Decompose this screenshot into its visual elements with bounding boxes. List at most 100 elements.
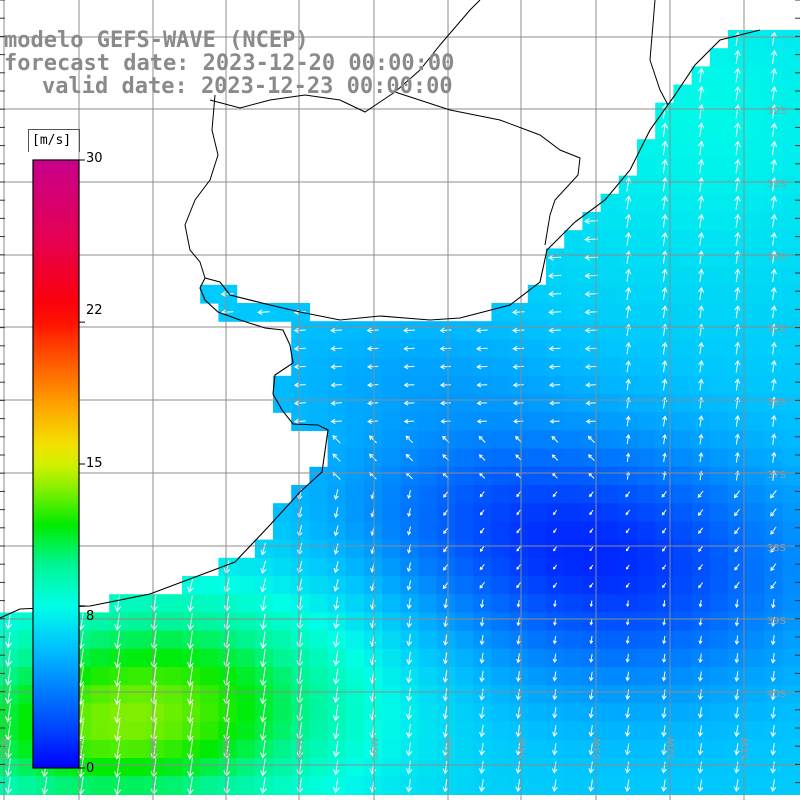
wind-cell xyxy=(127,776,147,795)
wind-cell xyxy=(746,212,765,231)
lat-label: 35S xyxy=(767,324,786,335)
wind-arrow xyxy=(734,563,740,571)
wind-arrow xyxy=(770,195,777,210)
wind-cell xyxy=(782,594,800,613)
colorbar-tick-15: 15 xyxy=(86,456,103,471)
wind-arrow xyxy=(5,739,12,759)
wind-arrow xyxy=(698,635,703,645)
wind-cell xyxy=(709,157,729,177)
wind-cell xyxy=(673,594,693,613)
wind-cell xyxy=(600,612,620,632)
wind-cell xyxy=(673,466,693,486)
wind-arrow xyxy=(589,564,594,570)
wind-cell xyxy=(564,739,583,759)
wind-arrow xyxy=(734,122,741,137)
wind-arrow xyxy=(697,213,705,228)
wind-arrow xyxy=(662,600,666,608)
wind-cell xyxy=(91,648,110,668)
wind-arrow xyxy=(407,489,412,500)
wind-arrow xyxy=(770,581,777,590)
wind-cell xyxy=(637,321,656,340)
wind-arrow xyxy=(551,779,558,793)
wind-cell xyxy=(600,521,620,541)
wind-arrow xyxy=(332,668,340,685)
wind-cell xyxy=(527,485,547,504)
wind-arrow xyxy=(697,761,704,774)
wind-arrow xyxy=(553,546,557,552)
wind-cell xyxy=(236,667,256,686)
wind-arrow xyxy=(584,309,598,316)
wind-arrow xyxy=(442,670,449,683)
wind-arrow xyxy=(478,454,486,461)
wind-arrow xyxy=(734,305,741,319)
wind-arrow xyxy=(403,345,415,352)
wind-cell xyxy=(455,630,474,650)
wind-arrow xyxy=(293,364,306,370)
wind-cell xyxy=(637,157,656,177)
wind-arrow xyxy=(548,272,562,279)
wind-cell xyxy=(600,685,620,704)
wind-arrow xyxy=(734,451,740,463)
wind-arrow xyxy=(475,327,488,334)
wind-arrow xyxy=(333,507,339,519)
wind-cell xyxy=(127,758,147,777)
wind-cell xyxy=(345,503,365,522)
wind-arrow xyxy=(625,582,630,588)
wind-cell xyxy=(18,648,37,668)
wind-arrow xyxy=(548,345,561,352)
wind-cell xyxy=(782,212,800,231)
wind-cell xyxy=(491,648,511,668)
wind-cell xyxy=(455,485,474,504)
wind-cell xyxy=(673,648,693,668)
wind-arrow xyxy=(734,433,740,445)
wind-cell xyxy=(309,357,329,377)
wind-arrow xyxy=(662,546,667,552)
wind-arrow xyxy=(697,231,705,246)
wind-cell xyxy=(491,685,511,704)
wind-arrow xyxy=(186,702,194,724)
wind-cell xyxy=(673,375,693,395)
wind-arrow xyxy=(625,378,631,391)
wind-cell xyxy=(127,612,147,632)
wind-cell xyxy=(491,521,511,541)
wind-arrow xyxy=(698,433,704,445)
wind-cell xyxy=(345,339,365,359)
wind-cell xyxy=(600,339,620,359)
wind-arrow xyxy=(366,327,379,334)
wind-arrows xyxy=(5,31,778,796)
wind-cell xyxy=(637,703,656,723)
wind-arrow xyxy=(515,761,522,774)
wind-cell xyxy=(746,394,765,413)
wind-arrow xyxy=(697,490,704,498)
wind-arrow xyxy=(330,418,343,425)
lon-label: 61W xyxy=(0,737,11,760)
wind-arrow xyxy=(332,453,341,462)
wind-arrow xyxy=(589,582,594,588)
wind-cell xyxy=(527,594,547,613)
wind-arrow xyxy=(625,286,632,300)
wind-arrow xyxy=(332,435,341,444)
wind-arrow xyxy=(332,686,340,704)
wind-cell xyxy=(564,539,583,559)
wind-cell xyxy=(600,630,620,650)
wind-arrow xyxy=(366,345,379,352)
wind-cell xyxy=(746,485,765,504)
wind-cell xyxy=(782,466,800,486)
wind-arrow xyxy=(770,563,777,572)
wind-arrow xyxy=(770,508,777,517)
wind-arrow xyxy=(770,158,778,174)
wind-cell xyxy=(782,557,800,577)
lon-label: 60W xyxy=(75,737,86,760)
wind-cell xyxy=(345,685,365,704)
wind-cell xyxy=(782,630,800,650)
wind-arrow xyxy=(661,213,668,228)
wind-cell xyxy=(600,703,620,723)
wind-arrow xyxy=(734,635,740,645)
wind-arrow xyxy=(661,360,668,373)
wind-cell xyxy=(309,758,329,777)
wind-arrow xyxy=(588,779,595,792)
colorbar-tick-30: 30 xyxy=(86,151,103,166)
wind-cell xyxy=(782,139,800,158)
wind-cell xyxy=(527,739,547,759)
wind-cell xyxy=(564,776,583,795)
